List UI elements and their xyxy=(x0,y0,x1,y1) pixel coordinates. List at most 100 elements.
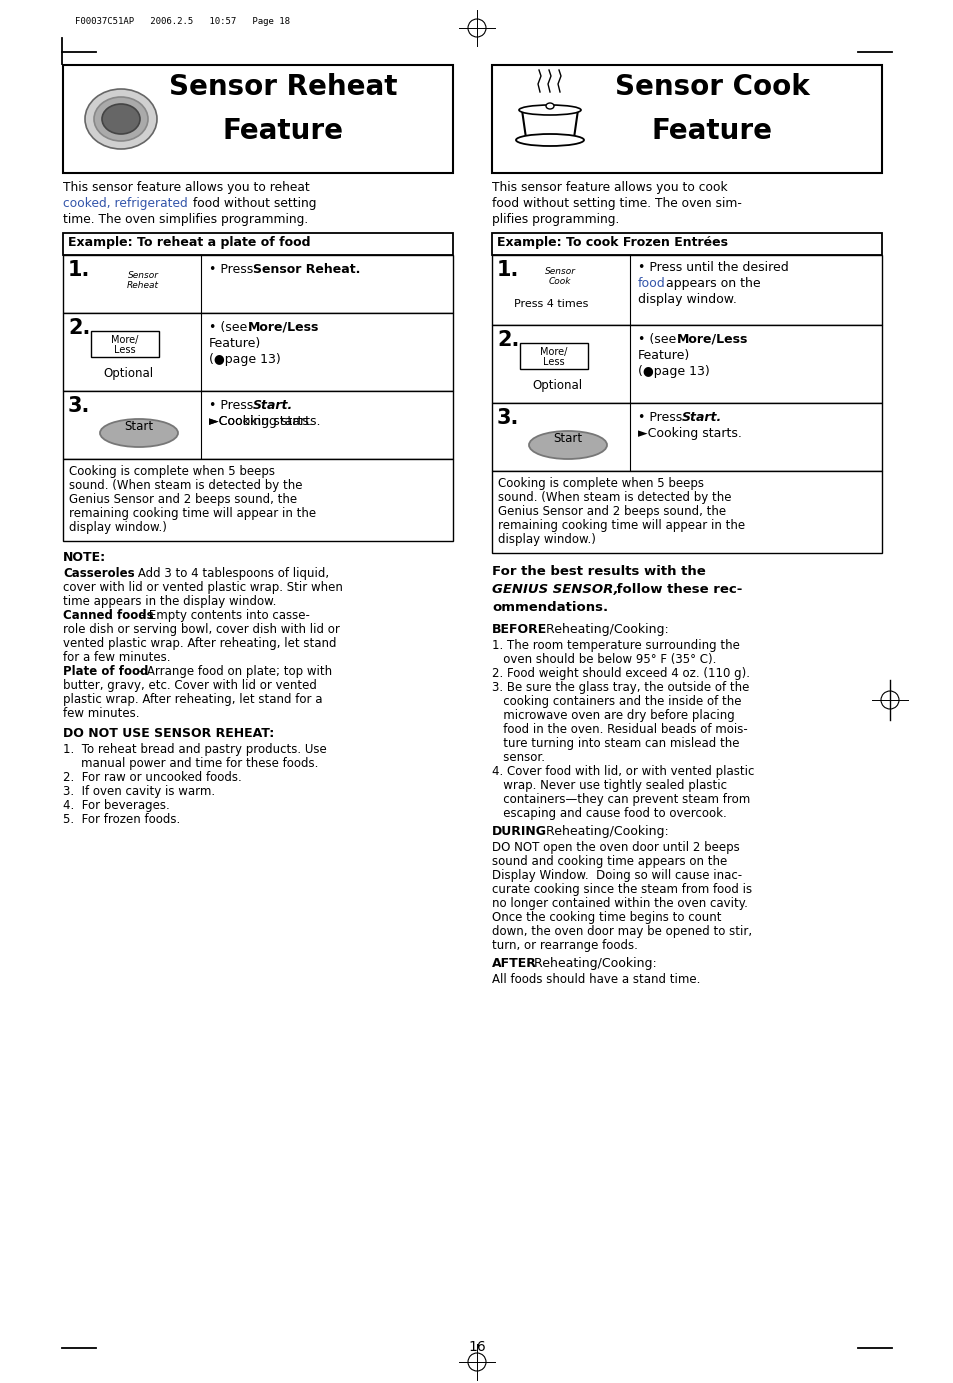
Text: 4. Cover food with lid, or with vented plastic: 4. Cover food with lid, or with vented p… xyxy=(492,765,754,779)
Text: 2.: 2. xyxy=(497,331,518,350)
Text: • (see: • (see xyxy=(638,333,679,346)
Bar xyxy=(492,402,882,472)
Text: food: food xyxy=(638,277,665,290)
Text: curate cooking since the steam from food is: curate cooking since the steam from food… xyxy=(492,882,751,896)
Text: Start.: Start. xyxy=(681,411,721,425)
Ellipse shape xyxy=(529,431,606,459)
Text: 2.  For raw or uncooked foods.: 2. For raw or uncooked foods. xyxy=(63,770,241,784)
Text: remaining cooking time will appear in the: remaining cooking time will appear in th… xyxy=(497,519,744,532)
Text: 1.: 1. xyxy=(497,260,518,279)
Text: • (see: • (see xyxy=(209,321,251,335)
Text: • Press: • Press xyxy=(209,400,257,412)
Text: butter, gravy, etc. Cover with lid or vented: butter, gravy, etc. Cover with lid or ve… xyxy=(63,679,316,692)
Text: sound and cooking time appears on the: sound and cooking time appears on the xyxy=(492,855,726,869)
Text: Feature): Feature) xyxy=(638,349,690,362)
Text: Sensor Cook: Sensor Cook xyxy=(614,73,808,101)
Text: Sensor: Sensor xyxy=(128,271,158,279)
Text: 3.: 3. xyxy=(497,408,518,427)
Ellipse shape xyxy=(545,102,554,109)
Text: Sensor: Sensor xyxy=(544,267,575,277)
Text: follow these rec-: follow these rec- xyxy=(612,584,741,596)
Text: Optional: Optional xyxy=(532,379,581,391)
Text: ►Cooking starts.: ►Cooking starts. xyxy=(638,427,741,440)
Text: Cook: Cook xyxy=(548,277,571,286)
Text: DO NOT open the oven door until 2 beeps: DO NOT open the oven door until 2 beeps xyxy=(492,841,739,853)
Text: Start: Start xyxy=(553,433,582,445)
Text: Feature): Feature) xyxy=(209,337,261,350)
Text: Less: Less xyxy=(542,357,564,366)
Text: ture turning into steam can mislead the: ture turning into steam can mislead the xyxy=(492,737,739,750)
Text: - Empty contents into casse-: - Empty contents into casse- xyxy=(137,609,310,622)
Text: Optional: Optional xyxy=(103,366,153,380)
Text: manual power and time for these foods.: manual power and time for these foods. xyxy=(81,757,318,770)
Text: 1. The room temperature surrounding the: 1. The room temperature surrounding the xyxy=(492,639,740,651)
Text: DO NOT USE SENSOR REHEAT:: DO NOT USE SENSOR REHEAT: xyxy=(63,727,274,740)
Text: Genius Sensor and 2 beeps sound, the: Genius Sensor and 2 beeps sound, the xyxy=(497,505,725,519)
Text: Once the cooking time begins to count: Once the cooking time begins to count xyxy=(492,911,720,924)
Text: sound. (When steam is detected by the: sound. (When steam is detected by the xyxy=(497,491,731,503)
Text: Less: Less xyxy=(114,344,135,355)
Text: More/: More/ xyxy=(112,335,138,344)
Text: AFTER: AFTER xyxy=(492,957,537,969)
Text: BEFORE: BEFORE xyxy=(492,622,547,636)
Text: Casseroles: Casseroles xyxy=(63,567,134,579)
Text: Plate of food: Plate of food xyxy=(63,665,149,678)
Text: Sensor Reheat.: Sensor Reheat. xyxy=(253,263,360,277)
Text: Reheating/Cooking:: Reheating/Cooking: xyxy=(541,826,668,838)
Text: food without setting time. The oven sim-: food without setting time. The oven sim- xyxy=(492,196,741,210)
Text: F00037C51AP   2006.2.5   10:57   Page 18: F00037C51AP 2006.2.5 10:57 Page 18 xyxy=(75,17,290,26)
Bar xyxy=(492,325,882,402)
Text: wrap. Never use tightly sealed plastic: wrap. Never use tightly sealed plastic xyxy=(492,779,726,792)
Text: appears on the: appears on the xyxy=(661,277,760,290)
Polygon shape xyxy=(521,111,578,138)
Text: Reheating/Cooking:: Reheating/Cooking: xyxy=(530,957,656,969)
Text: 3.  If oven cavity is warm.: 3. If oven cavity is warm. xyxy=(63,786,214,798)
Text: Genius Sensor and 2 beeps sound, the: Genius Sensor and 2 beeps sound, the xyxy=(69,492,296,506)
Text: for a few minutes.: for a few minutes. xyxy=(63,651,171,664)
Ellipse shape xyxy=(516,134,583,147)
Ellipse shape xyxy=(85,89,157,149)
Text: ►Coooking starts.: ►Coooking starts. xyxy=(209,415,320,427)
Bar xyxy=(492,254,882,325)
Text: food without setting: food without setting xyxy=(189,196,316,210)
Text: escaping and cause food to overcook.: escaping and cause food to overcook. xyxy=(492,808,726,820)
Text: cooking containers and the inside of the: cooking containers and the inside of the xyxy=(492,696,740,708)
Text: • Press: • Press xyxy=(209,263,257,277)
Text: 5.  For frozen foods.: 5. For frozen foods. xyxy=(63,813,180,826)
Text: 2. Food weight should exceed 4 oz. (110 g).: 2. Food weight should exceed 4 oz. (110 … xyxy=(492,667,749,680)
Text: Feature: Feature xyxy=(222,118,343,145)
Text: sensor.: sensor. xyxy=(492,751,544,763)
Text: - Add 3 to 4 tablespoons of liquid,: - Add 3 to 4 tablespoons of liquid, xyxy=(126,567,329,579)
Text: 1.: 1. xyxy=(68,260,91,279)
Text: no longer contained within the oven cavity.: no longer contained within the oven cavi… xyxy=(492,898,747,910)
Text: 1.  To reheat bread and pastry products. Use: 1. To reheat bread and pastry products. … xyxy=(63,743,327,757)
Bar xyxy=(63,65,453,173)
Text: time. The oven simplifies programming.: time. The oven simplifies programming. xyxy=(63,213,308,225)
Text: Reheating/Cooking:: Reheating/Cooking: xyxy=(541,622,668,636)
Text: display window.): display window.) xyxy=(69,521,167,534)
Text: food in the oven. Residual beads of mois-: food in the oven. Residual beads of mois… xyxy=(492,723,747,736)
Text: microwave oven are dry before placing: microwave oven are dry before placing xyxy=(492,709,734,722)
Bar xyxy=(492,472,882,553)
Text: Press 4 times: Press 4 times xyxy=(514,299,588,308)
Text: Start.: Start. xyxy=(253,400,293,412)
Text: (●page 13): (●page 13) xyxy=(209,353,280,366)
Text: Start: Start xyxy=(124,420,153,433)
Text: turn, or rearrange foods.: turn, or rearrange foods. xyxy=(492,939,638,952)
Text: DURING: DURING xyxy=(492,826,546,838)
Text: role dish or serving bowl, cover dish with lid or: role dish or serving bowl, cover dish wi… xyxy=(63,622,339,636)
Text: vented plastic wrap. After reheating, let stand: vented plastic wrap. After reheating, le… xyxy=(63,638,336,650)
Bar xyxy=(91,331,159,357)
Text: Canned foods: Canned foods xyxy=(63,609,153,622)
Text: few minutes.: few minutes. xyxy=(63,707,139,721)
Text: cover with lid or vented plastic wrap. Stir when: cover with lid or vented plastic wrap. S… xyxy=(63,581,342,595)
Text: down, the oven door may be opened to stir,: down, the oven door may be opened to sti… xyxy=(492,925,751,938)
Text: display window.): display window.) xyxy=(497,532,596,546)
Text: cooked, refrigerated: cooked, refrigerated xyxy=(63,196,188,210)
Text: Cooking is complete when 5 beeps: Cooking is complete when 5 beeps xyxy=(69,465,274,479)
Bar xyxy=(63,391,453,459)
Text: Feature: Feature xyxy=(651,118,772,145)
Text: For the best results with the: For the best results with the xyxy=(492,566,705,578)
Text: All foods should have a stand time.: All foods should have a stand time. xyxy=(492,974,700,986)
Text: Example: To cook Frozen Entrées: Example: To cook Frozen Entrées xyxy=(497,236,727,249)
